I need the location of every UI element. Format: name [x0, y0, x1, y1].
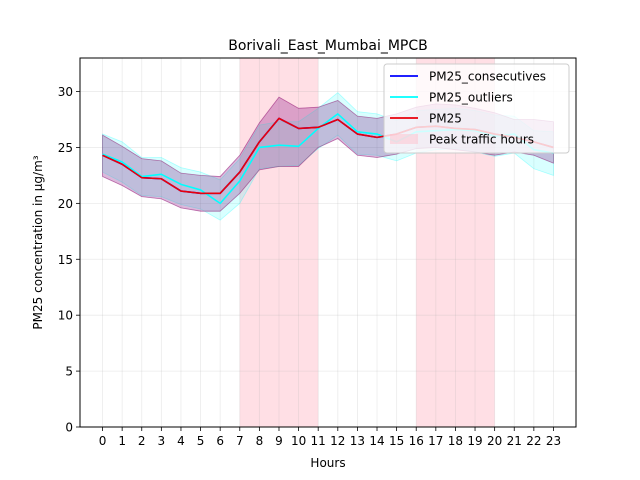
legend-box: [383, 63, 570, 154]
x-tick-label-1: 1: [118, 434, 126, 448]
x-tick-label-10: 10: [291, 434, 306, 448]
y-tick-label-0: 0: [65, 421, 73, 435]
x-tick-label-15: 15: [389, 434, 404, 448]
y-tick-label-5: 25: [58, 141, 73, 155]
legend-swatch-3: [390, 134, 418, 144]
x-tick-label-23: 23: [546, 434, 561, 448]
legend-label-0: PM25_consecutives: [429, 70, 546, 84]
legend-label-2: PM25: [429, 112, 462, 126]
x-tick-label-20: 20: [487, 434, 502, 448]
y-axis-label: PM25 concentration in µg/m³: [31, 155, 45, 329]
x-tick-label-11: 11: [311, 434, 326, 448]
x-tick-label-13: 13: [350, 434, 365, 448]
y-tick-label-3: 15: [58, 253, 73, 267]
x-tick-label-14: 14: [369, 434, 384, 448]
chart-title: Borivali_East_Mumbai_MPCB: [228, 38, 428, 54]
x-tick-label-3: 3: [158, 434, 166, 448]
x-tick-label-22: 22: [526, 434, 541, 448]
y-tick-label-6: 30: [58, 85, 73, 99]
x-tick-label-8: 8: [256, 434, 264, 448]
x-axis-label: Hours: [310, 456, 345, 470]
x-tick-label-21: 21: [507, 434, 522, 448]
x-tick-label-7: 7: [236, 434, 244, 448]
x-tick-label-17: 17: [428, 434, 443, 448]
x-tick-label-6: 6: [216, 434, 224, 448]
y-tick-label-1: 5: [65, 365, 73, 379]
x-tick-label-16: 16: [409, 434, 424, 448]
x-tick-label-0: 0: [99, 434, 107, 448]
x-tick-label-4: 4: [177, 434, 185, 448]
y-tick-label-4: 20: [58, 197, 73, 211]
x-tick-label-19: 19: [467, 434, 482, 448]
x-tick-label-18: 18: [448, 434, 463, 448]
x-tick-label-12: 12: [330, 434, 345, 448]
legend-label-1: PM25_outliers: [429, 91, 513, 105]
x-tick-label-5: 5: [197, 434, 205, 448]
axis-ticks: 0 1 2 3 4 5 6 7 8 9 10 11 12 13 14 15 16 17 18 19 20 21 22 2305…: [58, 85, 561, 448]
axes-frame: [79, 57, 577, 428]
legend: PM25_consecutives PM25_outliers PM25 Peak t…: [383, 63, 570, 154]
y-tick-label-2: 10: [58, 309, 73, 323]
x-tick-label-9: 9: [275, 434, 283, 448]
legend-label-3: Peak traffic hours: [429, 133, 534, 147]
x-tick-label-2: 2: [138, 434, 146, 448]
